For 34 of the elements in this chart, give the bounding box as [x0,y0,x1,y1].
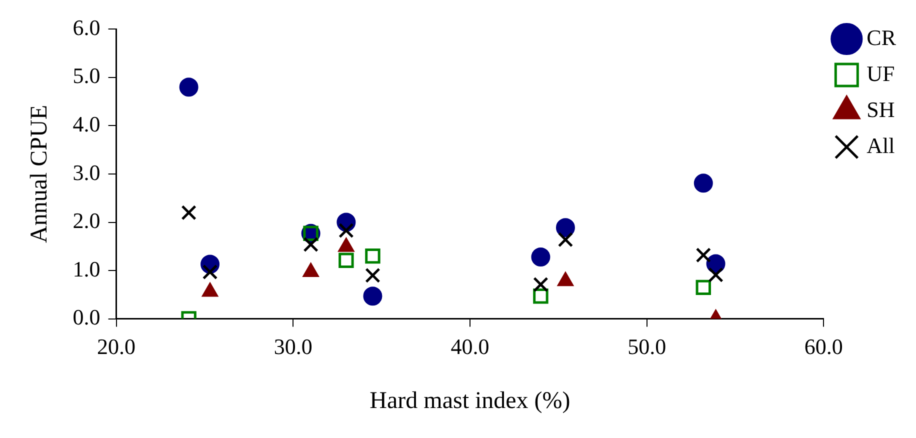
legend-label: All [866,132,895,158]
point [556,218,575,238]
x-tick-label: 50.0 [628,334,666,359]
y-tick-label: 3.0 [72,160,100,185]
legend-label: CR [866,24,896,50]
point [365,268,380,283]
x-tick-label: 60.0 [804,334,843,359]
point [365,248,380,264]
y-tick-label: 5.0 [72,63,100,88]
point [303,236,318,252]
y-axis-title: Annual CPUE [26,105,53,243]
point [338,222,354,238]
x-tick-label: 40.0 [450,334,490,359]
y-tick-label: 0.0 [72,304,100,330]
point [696,247,712,263]
point [531,248,550,267]
point [694,174,713,193]
point [533,276,548,292]
point [696,280,712,296]
y-tick-label: 4.0 [72,112,100,137]
point [179,78,198,97]
legend-label: SH [866,96,895,122]
point [363,286,382,306]
x-axis-title: Hard mast index (%) [370,388,570,414]
x-tick-label: 30.0 [274,334,312,359]
legend-label: UF [866,60,895,86]
point [181,205,196,220]
x-tick-label: 20.0 [97,334,136,359]
y-tick-label: 1.0 [72,256,100,282]
y-tick-label: 2.0 [72,208,100,234]
point [338,252,354,268]
point [708,267,724,282]
point [558,232,574,248]
y-tick-label: 6.0 [72,14,100,40]
